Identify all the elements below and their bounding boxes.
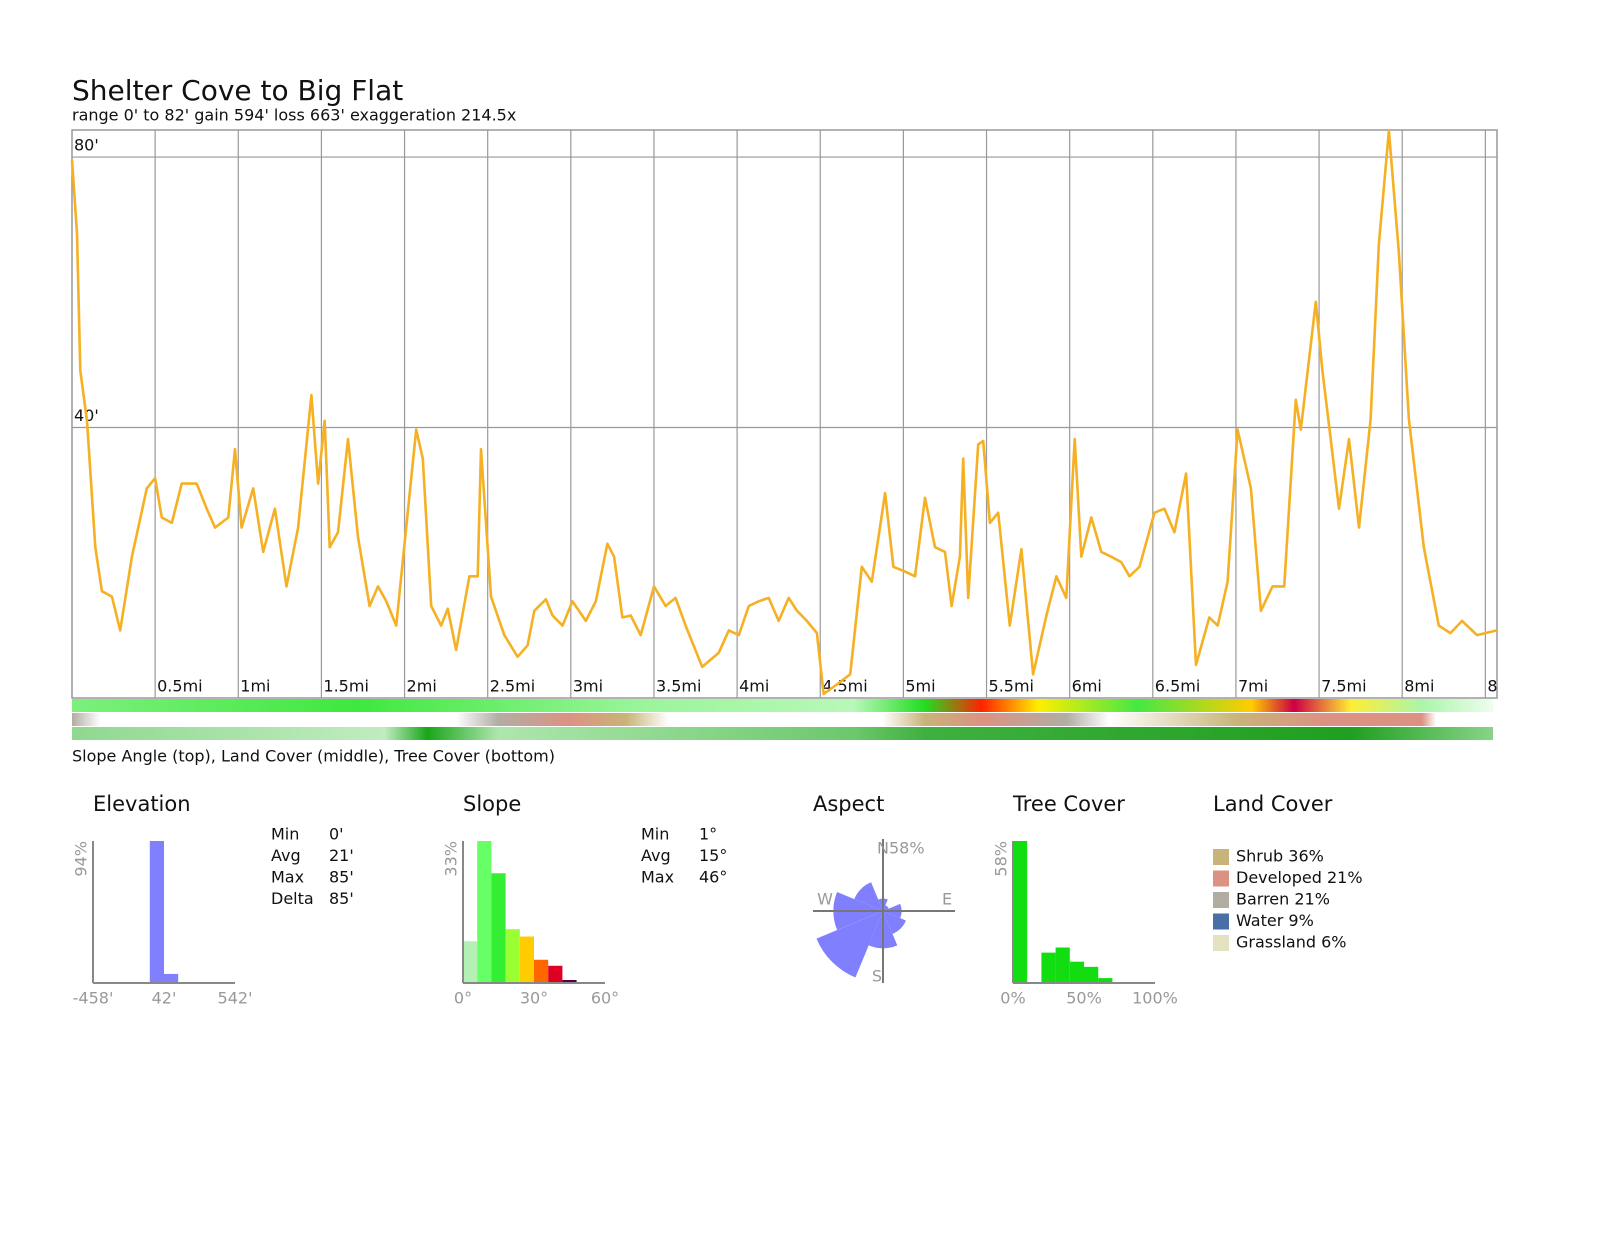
stat-label: Max: [641, 868, 674, 887]
legend-label: Shrub 36%: [1236, 847, 1324, 866]
y-tick-label: 58%: [992, 841, 1011, 877]
x-tick-label: 3mi: [573, 677, 603, 696]
stat-label: Max: [271, 868, 304, 887]
x-tick-label: 5.5mi: [989, 677, 1034, 696]
stat-value: 1°: [699, 825, 717, 844]
x-tick-label: 6mi: [1072, 677, 1102, 696]
stat-label: Min: [641, 825, 669, 844]
stat-value: 0': [329, 825, 344, 844]
x-tick-label: 8mi: [1404, 677, 1434, 696]
histogram-bar: [1084, 966, 1099, 983]
legend-swatch: [1213, 935, 1229, 951]
legend-swatch: [1213, 870, 1229, 887]
histogram-bar: [491, 873, 506, 983]
title: Shelter Cove to Big Flat: [72, 74, 403, 107]
direction-label: S: [872, 967, 882, 986]
x-tick-label: 30°: [520, 989, 548, 1008]
legend-swatch: [1213, 892, 1229, 908]
y-tick-label: 33%: [442, 841, 461, 877]
x-tick-label: 6.5mi: [1155, 677, 1200, 696]
x-tick-label: 5mi: [905, 677, 935, 696]
strip-caption: Slope Angle (top), Land Cover (middle), …: [72, 747, 555, 766]
aspect-sector: [816, 911, 883, 978]
histogram-bar: [164, 973, 179, 983]
x-tick-label: 0.5mi: [157, 677, 202, 696]
histogram-bar: [534, 959, 549, 983]
elevation-line: [70, 129, 1498, 696]
stat-value: 85': [329, 889, 354, 908]
x-tick-label: -458': [73, 989, 114, 1008]
x-tick-label: 542': [218, 989, 253, 1008]
histogram-bar: [548, 965, 563, 983]
x-tick-label: 1mi: [240, 677, 270, 696]
x-tick-label: 4mi: [739, 677, 769, 696]
tree-cover-strip: [72, 727, 1493, 740]
x-tick-label: 3.5mi: [656, 677, 701, 696]
x-tick-label: 8: [1487, 677, 1497, 696]
x-tick-label: 4.5mi: [822, 677, 867, 696]
radius-label: 58%: [889, 839, 925, 858]
histogram-bar: [1041, 952, 1056, 983]
x-tick-label: 1.5mi: [323, 677, 368, 696]
histogram-bar: [477, 841, 492, 983]
aspect-sector: [883, 905, 889, 911]
panel-title: Tree Cover: [1012, 792, 1125, 816]
slope-strip: [72, 699, 1493, 712]
legend-swatch: [1213, 913, 1229, 930]
panel-title: Aspect: [813, 792, 884, 816]
y-tick-label: 94%: [72, 841, 91, 877]
histogram-bar: [562, 979, 577, 983]
histogram-bar: [1069, 961, 1084, 983]
land-cover-strip: [72, 713, 1493, 726]
histogram-bar: [463, 941, 478, 983]
histogram-bar: [505, 929, 520, 983]
x-tick-label: 50%: [1066, 989, 1102, 1008]
x-tick-label: 42': [152, 989, 177, 1008]
stat-label: Avg: [641, 846, 671, 865]
aspect-sector: [883, 911, 906, 934]
stat-value: 85': [329, 868, 354, 887]
stat-value: 46°: [699, 868, 727, 887]
x-tick-label: 7mi: [1238, 677, 1268, 696]
aspect-sector: [854, 882, 883, 911]
y-tick-label: 80': [74, 136, 99, 155]
panel-title: Land Cover: [1213, 792, 1333, 816]
legend-label: Grassland 6%: [1236, 933, 1346, 952]
histogram-bar: [1098, 978, 1113, 983]
legend-label: Developed 21%: [1236, 868, 1363, 887]
panel-title: Elevation: [93, 792, 191, 816]
x-tick-label: 7.5mi: [1321, 677, 1366, 696]
histogram-bar: [149, 841, 164, 983]
legend-swatch: [1213, 849, 1229, 865]
stat-label: Avg: [271, 846, 301, 865]
direction-label: E: [942, 890, 952, 909]
direction-label: W: [817, 890, 833, 909]
direction-label: N: [877, 839, 889, 858]
x-tick-label: 60°: [591, 989, 619, 1008]
panel-title: Slope: [463, 792, 521, 816]
legend-label: Water 9%: [1236, 911, 1314, 930]
stat-value: 21': [329, 846, 354, 865]
histogram-bar: [1055, 947, 1070, 983]
x-tick-label: 0%: [1000, 989, 1025, 1008]
stat-label: Delta: [271, 889, 314, 908]
histogram-bar: [1013, 841, 1028, 983]
stat-value: 15°: [699, 846, 727, 865]
x-tick-label: 100%: [1132, 989, 1178, 1008]
x-tick-label: 2mi: [407, 677, 437, 696]
histogram-bar: [519, 936, 534, 983]
legend-label: Barren 21%: [1236, 890, 1330, 909]
subtitle: range 0' to 82' gain 594' loss 663' exag…: [72, 106, 516, 125]
stat-label: Min: [271, 825, 299, 844]
x-tick-label: 2.5mi: [490, 677, 535, 696]
x-tick-label: 0°: [454, 989, 472, 1008]
plot-frame: [71, 129, 1498, 699]
